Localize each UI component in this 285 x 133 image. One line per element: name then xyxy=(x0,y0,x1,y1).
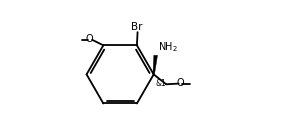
Text: O: O xyxy=(86,34,93,44)
Text: &1: &1 xyxy=(155,79,166,88)
Text: Br: Br xyxy=(131,22,143,32)
Text: O: O xyxy=(176,78,184,88)
Polygon shape xyxy=(153,55,158,74)
Text: NH$_2$: NH$_2$ xyxy=(158,40,178,54)
